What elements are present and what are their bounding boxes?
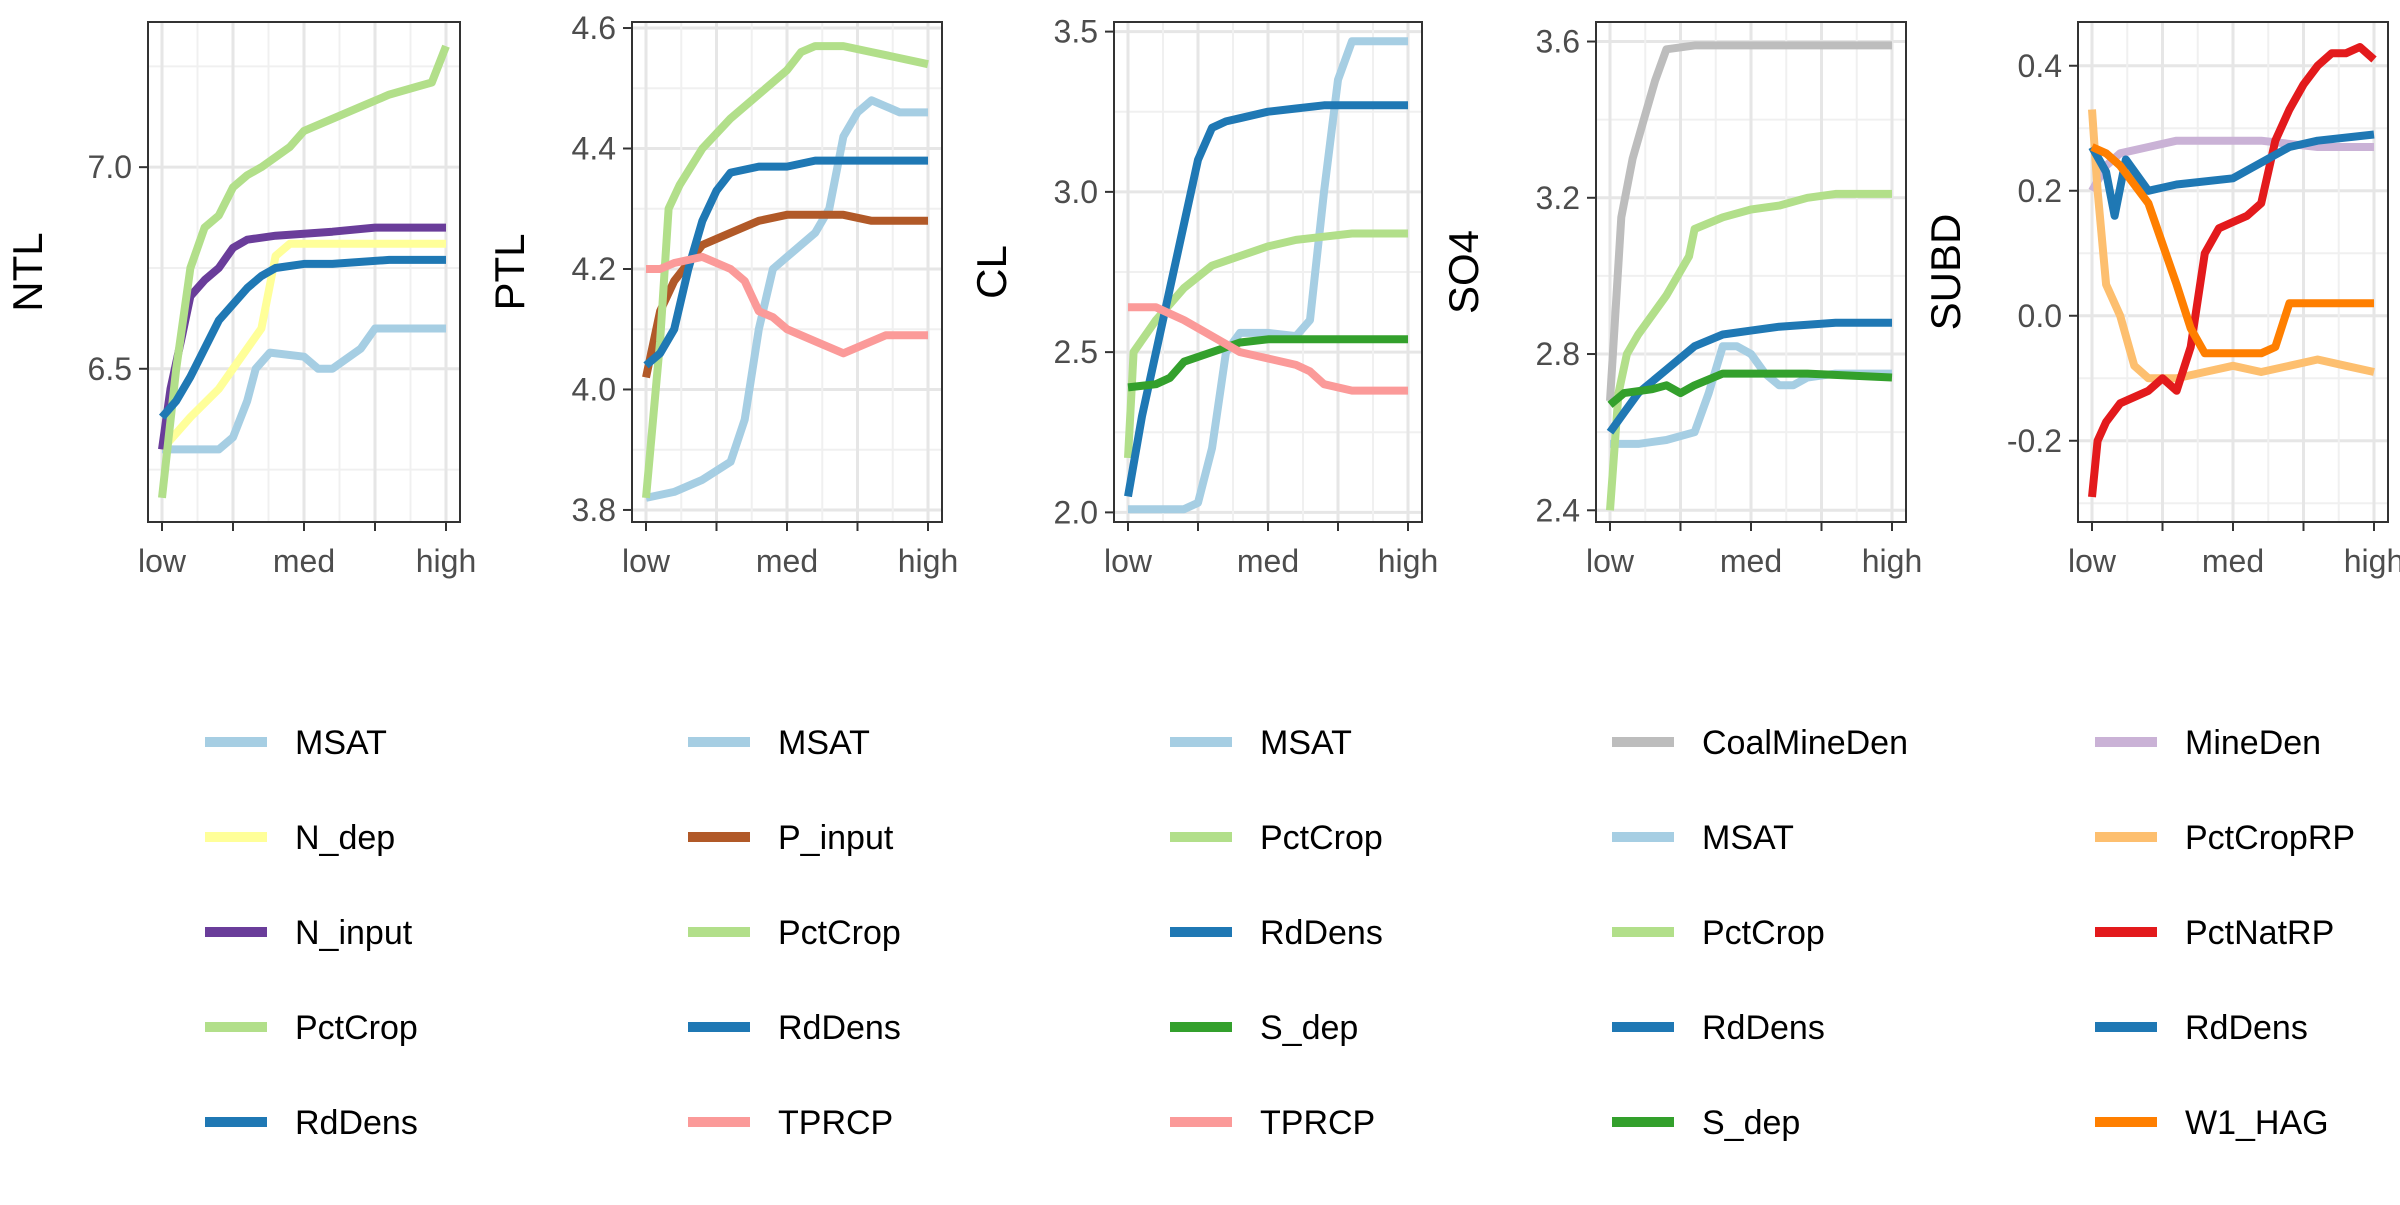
panel-subd: -0.2 0.0 0.2 0.4 low med high SUBD — [1922, 21, 2400, 579]
x-tick-label: med — [756, 543, 818, 579]
series-line-coalmineden — [1606, 41, 1892, 402]
y-tick-label: 7.0 — [88, 149, 132, 185]
x-tick-label: low — [1586, 543, 1635, 579]
y-tick-label: 2.8 — [1536, 336, 1580, 372]
y-tick-label: 2.4 — [1536, 492, 1580, 528]
series-line-pctcrop — [1124, 229, 1408, 459]
series-line-w1-hag — [2090, 143, 2374, 358]
y-axis-title: PTL — [486, 233, 533, 310]
legend-label: RdDens — [1702, 1009, 1825, 1047]
series-line-p-input — [642, 210, 928, 379]
x-tick-label: high — [898, 543, 959, 579]
y-axis-title: SO4 — [1440, 230, 1487, 314]
legend-label: RdDens — [295, 1104, 418, 1142]
legend-label: MSAT — [778, 724, 870, 762]
legend: MSAT P_input PctCrop RdDens TPRCP — [688, 724, 901, 1142]
series-line-pctcroprp — [2088, 109, 2375, 383]
panel-ntl: 6.5 7.0 low med high NTL — [4, 21, 477, 579]
series-line-msat — [1128, 37, 1408, 514]
y-axis-title: CL — [968, 245, 1015, 299]
y-tick-label: 4.2 — [572, 251, 616, 287]
y-tick-label: 2.5 — [1054, 334, 1098, 370]
legend-label: RdDens — [1260, 914, 1383, 952]
series-line-tprcp — [646, 252, 928, 358]
panel-cl: 2.0 2.5 3.0 3.5 low med high CL — [968, 14, 1438, 579]
legend-label: MSAT — [295, 724, 387, 762]
series-line-rddens — [643, 156, 928, 369]
x-tick-label: high — [1862, 543, 1923, 579]
y-tick-label: 3.8 — [572, 492, 616, 528]
series-line-rddens — [1124, 101, 1408, 498]
y-tick-label: 2.0 — [1054, 494, 1098, 530]
series-line-tprcp — [1128, 303, 1408, 395]
y-tick-label: 4.0 — [572, 371, 616, 407]
legend-label: PctNatRP — [2185, 914, 2334, 952]
y-tick-label: 4.6 — [572, 10, 616, 46]
series-line-n-dep — [159, 239, 446, 453]
x-tick-label: med — [2202, 543, 2264, 579]
legend-label: CoalMineDen — [1702, 724, 1908, 762]
legend-label: RdDens — [778, 1009, 901, 1047]
series-line-rddens — [1606, 318, 1892, 435]
y-tick-label: 0.0 — [2018, 298, 2062, 334]
x-tick-label: med — [1237, 543, 1299, 579]
legend: MSAT N_dep N_input PctCrop RdDens — [205, 724, 418, 1142]
y-tick-label: 3.5 — [1054, 14, 1098, 50]
legend: MineDen PctCropRP PctNatRP RdDens W1_HAG — [2095, 724, 2355, 1142]
y-tick-label: 3.0 — [1054, 174, 1098, 210]
legend-label: MSAT — [1260, 724, 1352, 762]
series-line-pctcrop — [1606, 189, 1892, 511]
x-tick-label: med — [1720, 543, 1782, 579]
legend-label: PctCrop — [295, 1009, 418, 1047]
legend-label: PctCrop — [778, 914, 901, 952]
legend: MSAT PctCrop RdDens S_dep TPRCP — [1170, 724, 1383, 1142]
legend-label: S_dep — [1702, 1104, 1800, 1142]
series-line-msat — [645, 96, 928, 502]
x-tick-label: low — [138, 543, 187, 579]
x-tick-label: low — [2068, 543, 2117, 579]
legend-label: N_dep — [295, 819, 395, 857]
legend-label: W1_HAG — [2185, 1104, 2329, 1142]
series-line-msat — [162, 324, 446, 454]
legend-label: MineDen — [2185, 724, 2321, 762]
y-tick-label: -0.2 — [2007, 423, 2062, 459]
y-tick-label: 3.2 — [1536, 180, 1580, 216]
series-line-msat — [1610, 342, 1892, 448]
x-tick-label: high — [1378, 543, 1439, 579]
legend-label: PctCropRP — [2185, 819, 2355, 857]
legend-label: TPRCP — [778, 1104, 893, 1142]
legend-label: N_input — [295, 914, 413, 952]
legend-label: PctCrop — [1702, 914, 1825, 952]
x-tick-label: high — [2344, 543, 2400, 579]
y-axis-title: SUBD — [1922, 214, 1969, 331]
legend-label: PctCrop — [1260, 819, 1383, 857]
y-tick-label: 0.4 — [2018, 48, 2062, 84]
series-line-s-dep — [1127, 335, 1408, 392]
panel-ptl: 3.8 4.0 4.2 4.4 4.6 low med high PTL — [486, 10, 958, 579]
y-axis-title: NTL — [4, 232, 51, 311]
legend-label: S_dep — [1260, 1009, 1358, 1047]
legend-label: P_input — [778, 819, 894, 857]
x-tick-label: med — [273, 543, 335, 579]
series-line-rddens — [2088, 130, 2375, 220]
legend: CoalMineDen MSAT PctCrop RdDens S_dep — [1612, 724, 1908, 1142]
y-tick-label: 4.4 — [572, 131, 616, 167]
x-tick-label: low — [1104, 543, 1153, 579]
y-tick-label: 0.2 — [2018, 173, 2062, 209]
y-tick-label: 6.5 — [88, 351, 132, 387]
panel-so4: 2.4 2.8 3.2 3.6 low med high SO4 — [1440, 21, 1923, 579]
x-tick-label: high — [416, 543, 477, 579]
series-line-pctcrop — [642, 42, 929, 499]
series-line-pctnatrp — [2088, 43, 2377, 498]
y-tick-label: 3.6 — [1536, 24, 1580, 60]
legend-label: TPRCP — [1260, 1104, 1375, 1142]
series-line-pctcrop — [158, 44, 450, 499]
legend-label: RdDens — [2185, 1009, 2308, 1047]
series-line-s-dep — [1607, 369, 1893, 408]
series-line-rddens — [158, 255, 446, 420]
x-tick-label: low — [622, 543, 671, 579]
legend-label: MSAT — [1702, 819, 1794, 857]
